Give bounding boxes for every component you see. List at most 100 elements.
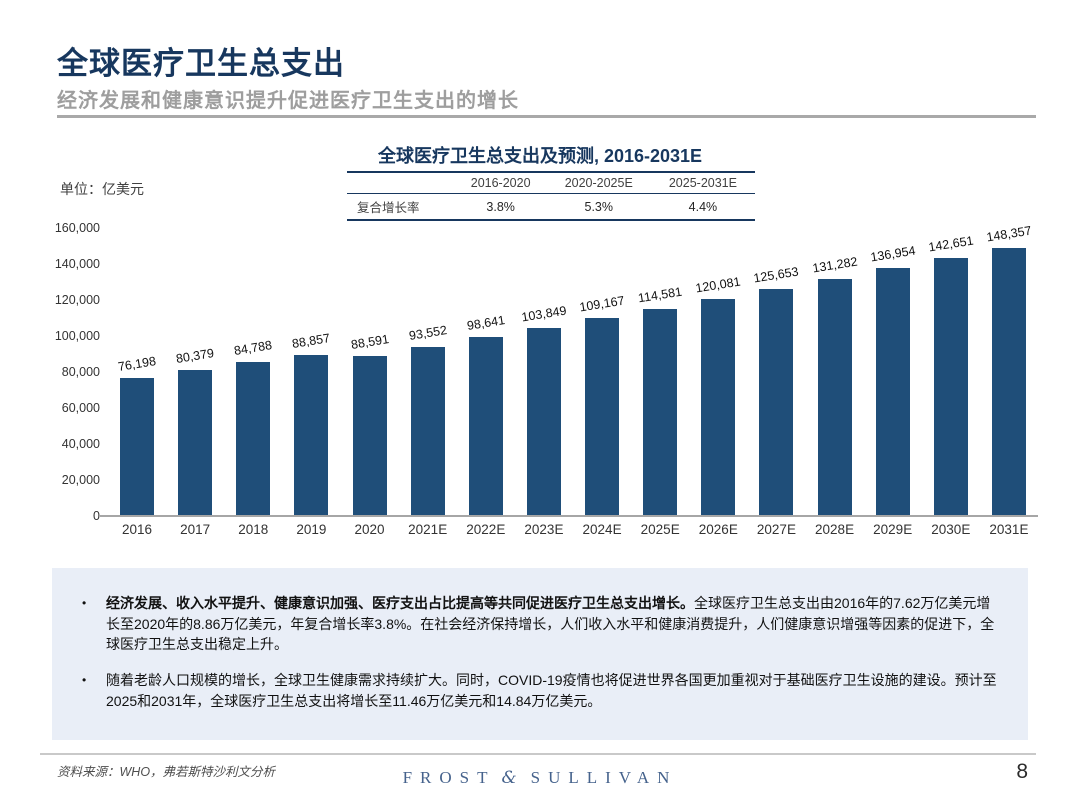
bar (236, 362, 271, 515)
x-tick-label: 2027E (756, 522, 796, 537)
x-tick-label: 2018 (238, 522, 269, 537)
bar-value-label: 93,552 (407, 323, 448, 343)
bar (701, 299, 736, 515)
y-tick-label: 80,000 (61, 365, 100, 379)
bar-value-label: 148,357 (985, 223, 1033, 245)
x-tick-label: 2023E (524, 522, 564, 537)
page-number: 8 (1016, 760, 1028, 783)
bar-value-label: 76,198 (117, 354, 158, 374)
bar-value-label: 114,581 (637, 284, 684, 306)
cagr-value: 4.4% (688, 199, 718, 214)
bar-value-label: 120,081 (694, 274, 742, 296)
ampersand: & (501, 768, 525, 788)
cagr-value: 3.8% (486, 199, 515, 214)
cagr-column-header: 2025-2031E (650, 172, 755, 194)
y-tick-label: 60,000 (61, 401, 100, 415)
bar-value-label: 142,651 (927, 233, 975, 255)
header-divider (57, 115, 1036, 118)
bar-cell: 76,198 (108, 227, 166, 515)
x-tick-label: 2020 (354, 522, 385, 537)
bar (759, 289, 794, 515)
bar-value-label: 109,167 (578, 293, 626, 315)
bar-cell: 80,379 (166, 227, 224, 515)
unit-label: 单位：亿美元 (60, 181, 144, 197)
bar-value-label: 88,591 (349, 332, 390, 352)
x-axis-line (100, 515, 1038, 517)
bar (526, 328, 561, 515)
bullet-marker: • (82, 596, 87, 610)
bar-cell: 142,651 (922, 227, 980, 515)
bar-value-label: 80,379 (175, 346, 216, 366)
x-tick-label: 2019 (296, 522, 327, 537)
note-bullet: • 随着老龄人口规模的增长，全球卫生健康需求持续扩大。同时，COVID-19疫情… (82, 670, 998, 711)
y-tick-label: 160,000 (54, 221, 100, 235)
source-note: 资料来源：WHO，弗若斯特沙利文分析 (57, 765, 276, 779)
bar-value-label: 125,653 (753, 264, 800, 286)
bar-cell: 84,788 (224, 227, 282, 515)
bar (817, 279, 852, 515)
x-tick-label: 2022E (466, 522, 506, 537)
bar-cell: 136,954 (864, 227, 922, 515)
bar (585, 318, 620, 515)
cagr-row-label: 复合增长率 (357, 201, 420, 215)
bar (352, 356, 387, 515)
bar (933, 258, 968, 515)
bar-cell: 98,641 (457, 227, 515, 515)
y-axis: 0 20,000 40,000 60,000 80,000 100,000 120,000 1… (34, 221, 100, 523)
notes-box: • 经济发展、收入水平提升、健康意识加强、医疗支出占比提高等共同促进医疗卫生总支… (52, 568, 1028, 740)
footer-divider (40, 753, 1036, 755)
x-tick-label: 2026E (698, 522, 738, 537)
note-bullet: • 经济发展、收入水平提升、健康意识加强、医疗支出占比提高等共同促进医疗卫生总支… (82, 593, 998, 655)
cagr-column-header: 2016-2020 (454, 172, 547, 194)
bar-cell: 114,581 (631, 227, 689, 515)
frost-sullivan-logo: FROST & SULLIVAN (402, 768, 678, 788)
chart-title: 全球医疗卫生总支出及预测, 2016-2031E (377, 146, 703, 166)
x-tick-label: 2017 (180, 522, 211, 537)
bar-value-label: 98,641 (465, 313, 506, 333)
bar-value-label: 88,857 (291, 331, 332, 351)
bar (120, 378, 155, 515)
bar (468, 337, 503, 515)
cagr-table-corner-cell (347, 172, 455, 194)
bar (294, 355, 329, 515)
cagr-table-data-row: 复合增长率 3.8% 5.3% 4.4% (347, 194, 755, 221)
bar (178, 370, 213, 515)
page-subtitle: 经济发展和健康意识提升促进医疗卫生支出的增长 (57, 90, 519, 112)
bar-value-label: 84,788 (233, 338, 274, 358)
bar-cell: 131,282 (806, 227, 864, 515)
y-tick-label: 120,000 (54, 293, 100, 307)
y-tick-label: 0 (93, 509, 100, 523)
cagr-table-header-row: 2016-2020 2020-2025E 2025-2031E (347, 172, 755, 194)
bar-cell: 148,357 (980, 223, 1038, 515)
bar-cell: 103,849 (515, 227, 573, 515)
cagr-column-header: 2020-2025E (546, 172, 651, 194)
x-tick-label: 2024E (582, 522, 622, 537)
bar-value-label: 131,282 (811, 254, 858, 276)
bar (410, 347, 445, 515)
bar-cell: 120,081 (689, 227, 747, 515)
bar-cell: 93,552 (399, 227, 457, 515)
bars: 76,198 80,379 84,788 88,857 88,591 93,552 98,6… (108, 223, 1038, 515)
x-tick-label: 2030E (931, 522, 971, 537)
bar (875, 268, 910, 515)
x-tick-label: 2016 (122, 522, 153, 537)
note-text: 随着老龄人口规模的增长，全球卫生健康需求持续扩大。同时，COVID-19疫情也将… (106, 672, 997, 709)
y-tick-label: 100,000 (54, 329, 100, 343)
note-text: 经济发展、收入水平提升、健康意识加强、医疗支出占比提高等共同促进医疗卫生总支出增… (106, 595, 995, 653)
bullet-marker: • (82, 673, 87, 688)
bar-cell: 88,591 (341, 227, 399, 515)
x-tick-label: 2029E (873, 522, 913, 537)
y-tick-label: 40,000 (61, 437, 100, 451)
page-title: 全球医疗卫生总支出 (57, 46, 345, 81)
x-tick-label: 2028E (815, 522, 855, 537)
bar-value-label: 103,849 (520, 303, 568, 325)
bar-cell: 125,653 (747, 227, 805, 515)
bar (991, 248, 1026, 515)
y-tick-label: 140,000 (54, 257, 100, 271)
y-tick-label: 20,000 (61, 473, 100, 487)
cagr-table: 2016-2020 2020-2025E 2025-2031E 复合增长率 3.… (347, 171, 755, 221)
bar (643, 309, 678, 515)
bar-value-label: 136,954 (869, 243, 917, 265)
x-tick-label: 2021E (408, 522, 448, 537)
